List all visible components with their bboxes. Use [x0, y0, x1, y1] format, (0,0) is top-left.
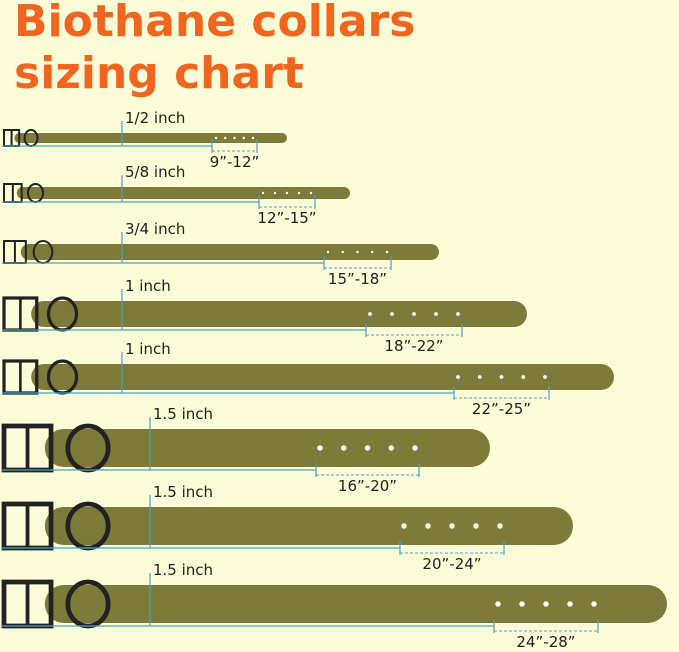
range-label: 12”-15”: [257, 209, 316, 227]
hole: [477, 375, 482, 379]
width-label: 1.5 inch: [153, 483, 213, 501]
hole: [434, 312, 438, 316]
hole: [224, 136, 227, 140]
range-label: 18”-22”: [384, 337, 443, 355]
range-label: 20”-24”: [422, 555, 481, 573]
hole: [449, 523, 455, 529]
hole: [591, 601, 597, 607]
hole: [273, 191, 277, 195]
hole: [309, 191, 313, 195]
strap: [16, 187, 351, 199]
width-label: 1 inch: [125, 277, 171, 295]
hole: [341, 250, 344, 254]
hole: [285, 191, 289, 195]
hole: [364, 445, 371, 451]
hole: [521, 375, 526, 379]
hole: [456, 375, 460, 379]
title-line2: sizing chart: [14, 48, 304, 99]
strap: [31, 301, 527, 327]
hole: [326, 250, 330, 254]
strap: [14, 133, 288, 143]
range-label: 15”-18”: [328, 270, 387, 288]
hole: [242, 136, 245, 140]
range-label: 22”-25”: [472, 400, 531, 418]
width-label: 1.5 inch: [153, 405, 213, 423]
hole: [233, 136, 236, 140]
hole: [385, 250, 389, 254]
hole: [519, 601, 525, 607]
width-label: 1.5 inch: [153, 561, 213, 579]
hole: [567, 601, 573, 607]
title-line1: Biothane collars: [14, 0, 415, 47]
width-label: 3/4 inch: [125, 220, 185, 238]
hole: [412, 312, 416, 316]
hole: [371, 250, 374, 254]
width-label: 1 inch: [125, 340, 171, 358]
hole: [543, 375, 547, 379]
hole: [473, 523, 479, 529]
range-label: 16”-20”: [338, 477, 397, 495]
strap: [31, 364, 614, 390]
hole: [317, 445, 323, 451]
width-label: 5/8 inch: [125, 163, 185, 181]
hole: [261, 191, 265, 195]
hole: [390, 312, 394, 316]
hole: [543, 601, 549, 607]
hole: [297, 191, 301, 195]
strap: [20, 244, 440, 260]
hole: [214, 136, 218, 140]
strap: [44, 585, 668, 623]
range-label: 24”-28”: [516, 633, 575, 651]
strap: [44, 429, 491, 467]
hole: [497, 523, 503, 529]
hole: [456, 312, 460, 316]
hole: [425, 523, 431, 529]
hole: [495, 601, 501, 607]
hole: [251, 136, 255, 140]
hole: [368, 312, 372, 316]
hole: [341, 445, 347, 451]
hole: [499, 375, 504, 379]
hole: [356, 250, 359, 254]
hole: [412, 445, 418, 451]
hole: [401, 523, 407, 529]
width-label: 1/2 inch: [125, 109, 185, 127]
range-label: 9”-12”: [210, 153, 260, 171]
strap: [44, 507, 574, 545]
hole: [388, 445, 394, 451]
